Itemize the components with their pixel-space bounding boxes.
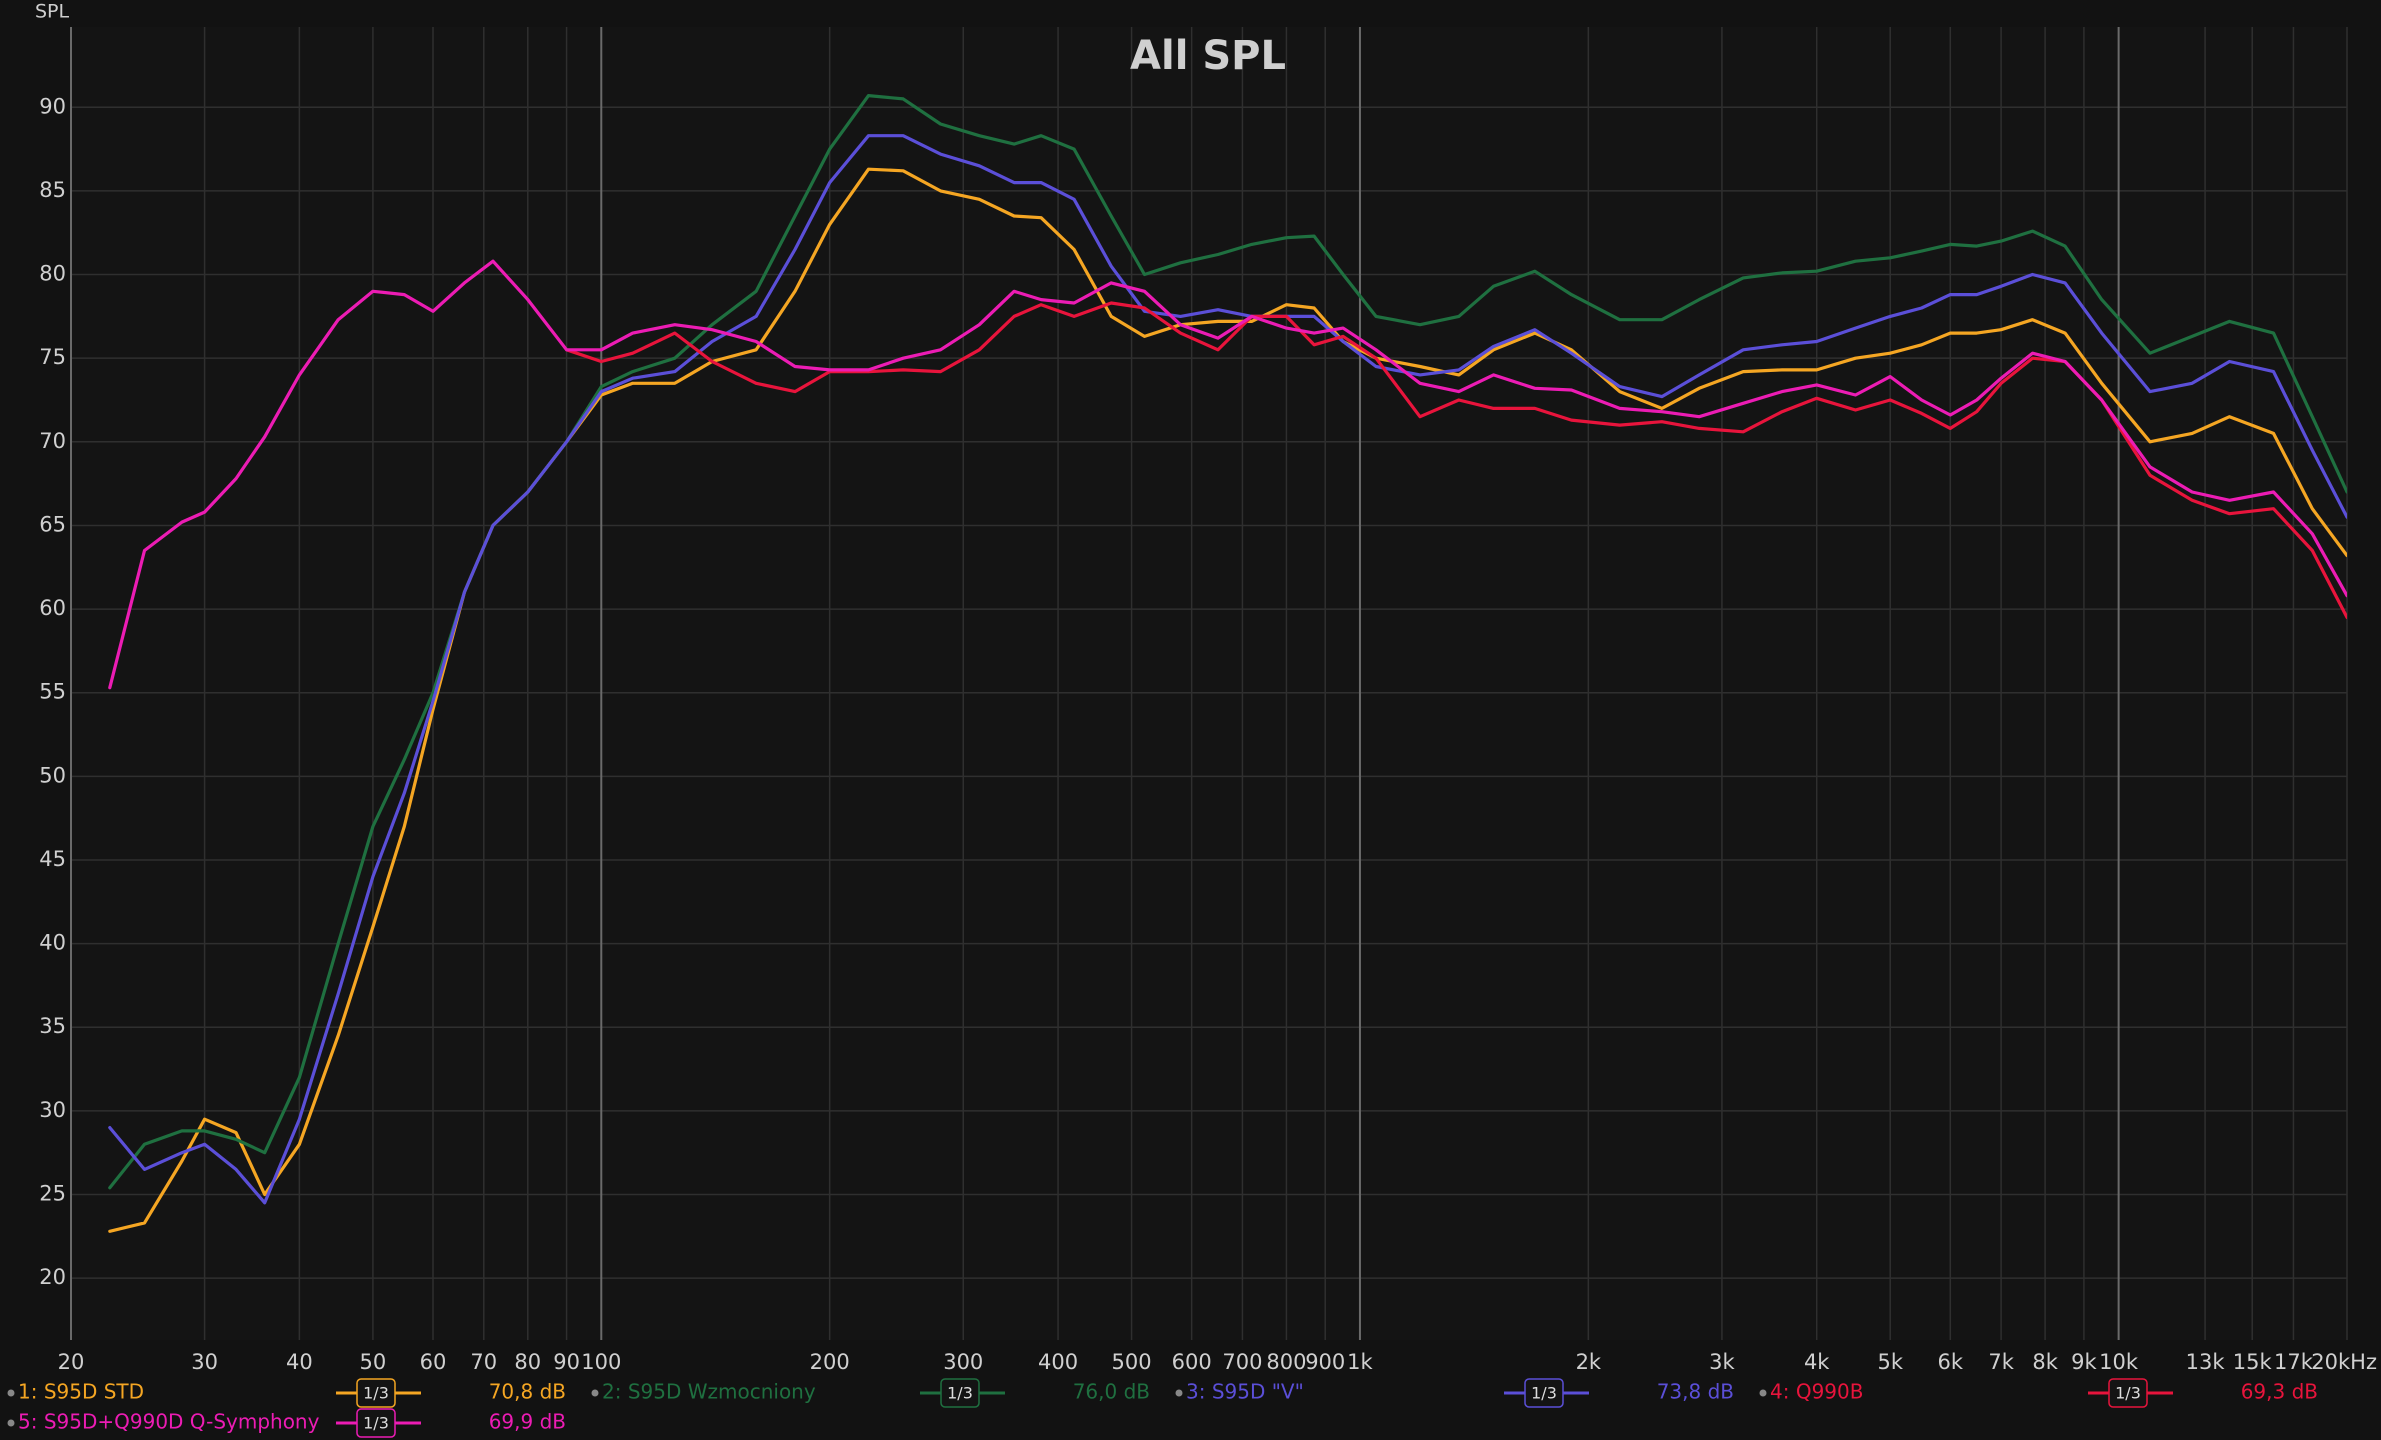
legend-level: 69,9 dB [489,1410,566,1434]
legend-name: 4: Q990B [1770,1380,1863,1404]
series-line [565,301,2347,619]
x-tick-label: 3k [1709,1350,1735,1374]
legend-level: 69,3 dB [2241,1380,2318,1404]
y-tick-label: 45 [39,847,66,871]
y-tick-label: 20 [39,1265,66,1289]
x-tick-label: 1k [1347,1350,1373,1374]
x-tick-label: 20kHz [2311,1350,2377,1374]
smoothing-badge[interactable] [356,1378,396,1408]
y-tick-label: 50 [39,763,66,787]
smoothing-label: 1/3 [363,1414,389,1433]
legend-checkbox[interactable] [7,1389,15,1397]
x-tick-label: 20 [58,1350,85,1374]
smoothing-label: 1/3 [2115,1384,2141,1403]
legend-checkbox[interactable] [1759,1389,1767,1397]
legend-checkbox[interactable] [1175,1389,1183,1397]
y-tick-label: 90 [39,94,66,118]
legend-level: 76,0 dB [1073,1380,1150,1404]
x-tick-label: 600 [1172,1350,1212,1374]
x-tick-label: 10k [2099,1350,2139,1374]
x-tick-label: 15k [2233,1350,2273,1374]
smoothing-label: 1/3 [1531,1384,1557,1403]
x-tick-label: 2k [1576,1350,1602,1374]
legend-entry[interactable]: 4: Q990B 1/3 69,3 dB [1759,1378,2319,1408]
x-tick-label: 30 [191,1350,218,1374]
series-line [108,134,2347,1205]
y-axis-label: SPL [35,1,70,23]
y-tick-label: 60 [39,596,66,620]
x-tick-label: 800 [1266,1350,1306,1374]
x-tick-label: 9k [2071,1350,2097,1374]
plot-area [71,27,2347,1340]
x-tick-label: 70 [470,1350,497,1374]
smoothing-badge[interactable] [1524,1378,1564,1408]
x-tick-label: 50 [360,1350,387,1374]
smoothing-badge[interactable] [940,1378,980,1408]
legend-name: 1: S95D STD [18,1380,144,1404]
y-tick-label: 40 [39,931,66,955]
x-tick-label: 80 [514,1350,541,1374]
legend-checkbox[interactable] [591,1389,599,1397]
x-tick-label: 200 [810,1350,850,1374]
x-tick-label: 60 [420,1350,447,1374]
y-tick-label: 30 [39,1098,66,1122]
legend-checkbox[interactable] [7,1419,15,1427]
x-tick-label: 500 [1112,1350,1152,1374]
y-tick-label: 80 [39,262,66,286]
legend-entry[interactable]: 1: S95D STD 1/3 70,8 dB [7,1378,567,1408]
y-tick-label: 25 [39,1181,66,1205]
x-tick-label: 8k [2032,1350,2058,1374]
smoothing-label: 1/3 [947,1384,973,1403]
y-tick-label: 65 [39,512,66,536]
smoothing-badge[interactable] [2108,1378,2148,1408]
x-tick-label: 400 [1038,1350,1078,1374]
legend-name: 3: S95D "V" [1186,1380,1304,1404]
smoothing-badge[interactable] [356,1408,396,1438]
smoothing-label: 1/3 [363,1384,389,1403]
x-tick-label: 90 [553,1350,580,1374]
x-tick-label: 700 [1222,1350,1262,1374]
series-line [108,259,2347,690]
x-tick-label: 17k [2274,1350,2314,1374]
x-tick-label: 13k [2186,1350,2226,1374]
x-tick-label: 300 [943,1350,983,1374]
y-tick-label: 75 [39,345,66,369]
x-tick-label: 7k [1988,1350,2014,1374]
legend-name: 5: S95D+Q990D Q-Symphony [18,1410,320,1434]
legend-entry[interactable]: 2: S95D Wzmocniony 1/3 76,0 dB [591,1378,1151,1408]
legend-level: 73,8 dB [1657,1380,1734,1404]
x-tick-label: 100 [581,1350,621,1374]
x-tick-label: 40 [286,1350,313,1374]
x-tick-label: 900 [1305,1350,1345,1374]
y-tick-label: 85 [39,178,66,202]
y-tick-label: 55 [39,680,66,704]
legend-level: 70,8 dB [489,1380,566,1404]
x-tick-label: 6k [1938,1350,1964,1374]
legend-name: 2: S95D Wzmocniony [602,1380,816,1404]
chart-title: All SPL [1130,33,1286,79]
legend-entry[interactable]: 5: S95D+Q990D Q-Symphony 1/3 69,9 dB [7,1408,567,1438]
legend-entry[interactable]: 3: S95D "V" 1/3 73,8 dB [1175,1378,1735,1408]
y-tick-label: 70 [39,429,66,453]
x-tick-label: 5k [1877,1350,1903,1374]
x-tick-label: 4k [1804,1350,1830,1374]
y-tick-label: 35 [39,1014,66,1038]
